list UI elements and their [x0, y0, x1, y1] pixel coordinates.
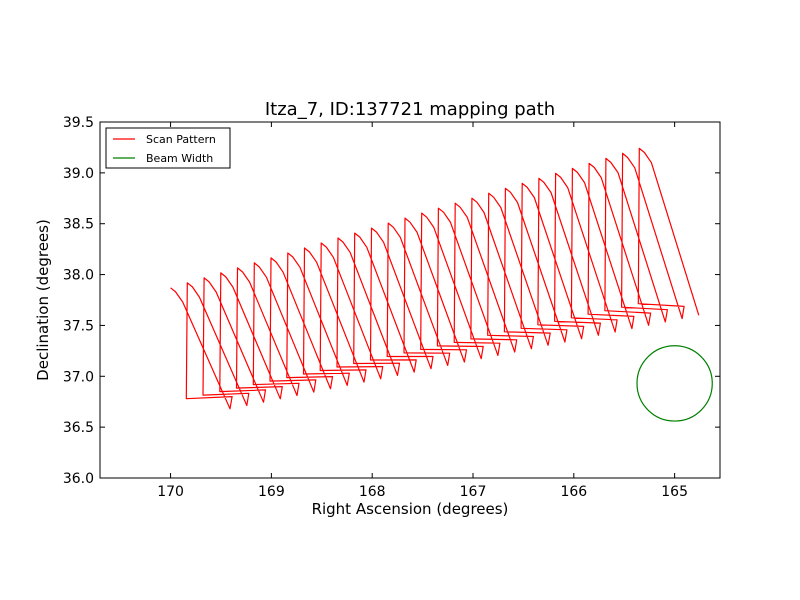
x-tick-label: 167 [460, 484, 487, 500]
x-tick-label: 169 [258, 484, 285, 500]
legend-label-scan-pattern: Scan Pattern [146, 133, 216, 146]
x-axis-label: Right Ascension (degrees) [312, 500, 509, 518]
y-tick-label: 37.0 [63, 369, 94, 385]
x-tick-label: 165 [661, 484, 688, 500]
y-tick-label: 39.5 [63, 115, 94, 131]
x-axis: 170 169 168 167 166 165 [157, 122, 688, 500]
plot-area [170, 147, 713, 422]
plot-frame [99, 121, 721, 479]
chart-title: Itza_7, ID:137721 mapping path [265, 99, 555, 120]
x-tick-label: 170 [157, 484, 184, 500]
legend-box [105, 127, 231, 169]
y-tick-label: 38.0 [63, 268, 94, 284]
y-tick-label: 37.5 [63, 318, 94, 334]
series-beam-width-circle [636, 345, 713, 422]
y-tick-label: 39.0 [63, 166, 94, 182]
x-tick-label: 168 [359, 484, 386, 500]
y-axis: 36.0 36.5 37.0 37.5 38.0 38.5 39.0 39.5 [63, 115, 720, 487]
series-scan-pattern-line [170, 147, 700, 410]
x-tick-label: 166 [560, 484, 587, 500]
y-tick-label: 36.0 [63, 471, 94, 487]
legend: Scan Pattern Beam Width [105, 127, 231, 169]
legend-label-beam-width: Beam Width [146, 152, 213, 165]
y-tick-label: 38.5 [63, 217, 94, 233]
y-axis-label: Declination (degrees) [34, 219, 52, 381]
y-tick-label: 36.5 [63, 420, 94, 436]
